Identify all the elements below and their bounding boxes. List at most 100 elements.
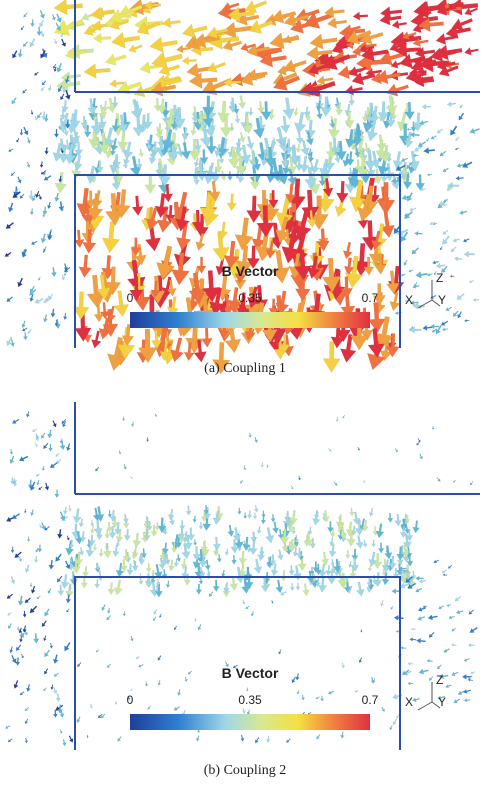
vector-arrow bbox=[58, 585, 64, 596]
vector-arrow bbox=[291, 486, 293, 489]
vector-arrow bbox=[90, 520, 93, 526]
triad-label: X bbox=[405, 293, 413, 307]
vector-arrow bbox=[45, 609, 50, 617]
vector-arrow bbox=[188, 671, 192, 674]
vector-arrow bbox=[174, 706, 180, 710]
vector-arrow bbox=[27, 162, 30, 168]
vector-arrow bbox=[376, 524, 384, 538]
vector-arrow bbox=[416, 576, 424, 581]
vector-arrow bbox=[66, 541, 74, 556]
vector-arrow bbox=[327, 17, 347, 28]
vector-arrow bbox=[265, 527, 274, 543]
vector-arrow bbox=[377, 182, 395, 214]
vector-arrow bbox=[41, 234, 46, 243]
vector-arrow bbox=[348, 66, 366, 76]
vector-arrow bbox=[45, 147, 49, 154]
vector-arrow bbox=[35, 443, 38, 447]
vector-arrow bbox=[247, 511, 251, 519]
vector-arrow bbox=[118, 132, 128, 151]
vector-arrow bbox=[341, 732, 345, 739]
vector-arrow bbox=[32, 429, 37, 432]
vector-arrow bbox=[118, 736, 122, 741]
vector-arrow bbox=[243, 513, 247, 519]
vector-arrow bbox=[12, 513, 20, 519]
vector-arrow bbox=[250, 540, 258, 554]
vector-arrow bbox=[18, 596, 23, 606]
vector-arrow bbox=[369, 508, 374, 516]
vector-arrow bbox=[193, 516, 197, 523]
vector-arrow bbox=[249, 108, 254, 116]
vector-arrow bbox=[198, 624, 202, 630]
vector-arrow bbox=[111, 32, 140, 48]
vector-arrow bbox=[25, 707, 29, 711]
vector-arrow bbox=[437, 477, 441, 481]
vector-arrow bbox=[267, 465, 269, 468]
vector-arrow bbox=[54, 39, 57, 44]
vector-arrow bbox=[194, 618, 196, 622]
vector-arrow bbox=[40, 10, 45, 18]
vector-arrow bbox=[42, 621, 47, 627]
vector-arrow bbox=[470, 671, 475, 674]
vector-arrow bbox=[95, 467, 99, 471]
vector-arrow bbox=[433, 261, 439, 264]
vector-arrow bbox=[278, 550, 284, 561]
vector-arrow bbox=[83, 229, 97, 253]
vector-arrow bbox=[451, 644, 456, 647]
vector-arrow bbox=[464, 658, 470, 661]
vector-arrow bbox=[432, 426, 434, 430]
vector-arrow bbox=[113, 545, 120, 557]
vector-arrow bbox=[131, 636, 134, 641]
vector-arrow bbox=[94, 520, 103, 535]
vector-arrow bbox=[436, 263, 445, 268]
vector-arrow bbox=[241, 735, 245, 741]
vector-arrow bbox=[363, 480, 365, 483]
vector-arrow bbox=[60, 94, 64, 100]
vector-arrow bbox=[409, 270, 414, 273]
vector-arrow bbox=[390, 292, 400, 311]
vector-arrow bbox=[254, 505, 258, 512]
vector-arrow bbox=[469, 610, 474, 615]
vector-arrow bbox=[266, 736, 270, 743]
vector-arrow bbox=[53, 687, 57, 694]
vector-arrow bbox=[35, 191, 39, 198]
vector-arrow bbox=[51, 309, 56, 317]
vector-arrow bbox=[453, 238, 460, 242]
vector-arrow bbox=[416, 175, 425, 191]
vector-arrow bbox=[443, 168, 449, 172]
vector-arrow bbox=[427, 174, 432, 177]
vector-arrow bbox=[255, 737, 259, 743]
vector-arrow bbox=[182, 57, 196, 65]
vector-arrow bbox=[177, 554, 181, 561]
vector-arrow bbox=[158, 655, 161, 660]
vector-arrow bbox=[26, 684, 30, 692]
vector-arrow bbox=[470, 627, 478, 633]
vector-arrow bbox=[35, 434, 39, 441]
vector-arrow bbox=[185, 677, 188, 682]
vector-arrow bbox=[40, 20, 44, 27]
caption: (b) Coupling 2 bbox=[204, 763, 286, 778]
vector-arrow bbox=[90, 704, 93, 709]
vector-arrow bbox=[18, 278, 23, 287]
vector-arrow bbox=[48, 85, 51, 91]
vector-arrow bbox=[232, 555, 237, 564]
vector-arrow bbox=[42, 466, 45, 471]
vector-arrow bbox=[213, 537, 220, 550]
vector-arrow bbox=[24, 13, 28, 17]
vector-arrow bbox=[7, 594, 13, 599]
vector-arrow bbox=[7, 297, 13, 302]
vector-arrow bbox=[8, 149, 13, 152]
vector-arrow bbox=[124, 529, 130, 541]
vector-arrow bbox=[108, 583, 115, 595]
figure: B Vector00.350.7ZXY(a) Coupling 1B Vecto… bbox=[0, 0, 490, 785]
vector-arrow bbox=[408, 662, 414, 665]
vector-arrow bbox=[238, 508, 242, 515]
vector-arrow bbox=[218, 101, 230, 123]
vector-arrow bbox=[177, 689, 181, 695]
vector-arrow bbox=[456, 176, 464, 180]
vector-arrow bbox=[442, 236, 449, 245]
vector-arrow bbox=[317, 734, 321, 739]
vector-arrow bbox=[279, 650, 282, 655]
vector-arrow bbox=[446, 307, 452, 311]
triad-axis bbox=[418, 300, 432, 308]
vector-arrow bbox=[11, 547, 14, 553]
